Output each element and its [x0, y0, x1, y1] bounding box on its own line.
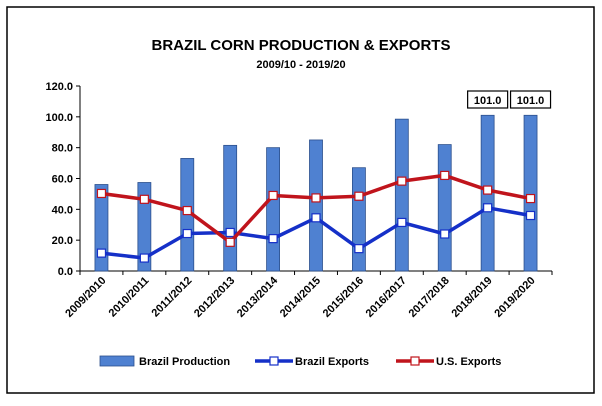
legend-swatch-production: [99, 355, 135, 367]
y-tick-label: 20.0: [52, 235, 73, 247]
data-point: [96, 248, 107, 258]
data-point: [397, 217, 407, 228]
bar: [137, 182, 152, 272]
bar: [437, 144, 452, 272]
data-point: [225, 227, 235, 238]
chart-subtitle: 2009/10 - 2019/20: [256, 59, 345, 71]
data-point: [182, 228, 192, 239]
data-point: [440, 229, 450, 239]
y-tick-label: 40.0: [52, 204, 73, 216]
y-tick-label: 60.0: [52, 174, 73, 186]
legend-label: U.S. Exports: [436, 356, 501, 368]
data-point: [311, 193, 321, 203]
data-point: [139, 194, 149, 204]
y-tick-label: 0.0: [58, 266, 73, 278]
y-tick-label: 120.0: [45, 81, 73, 93]
data-point: [268, 190, 278, 201]
bar: [223, 144, 238, 272]
legend: Brazil Production Brazil Exports U.S. Expo…: [99, 355, 501, 368]
y-tick-label: 100.0: [45, 112, 73, 124]
data-point: [397, 176, 407, 186]
data-point: [354, 191, 364, 201]
data-point: [354, 244, 364, 254]
bar: [309, 139, 323, 272]
data-point: [525, 210, 536, 221]
legend-label: Brazil Exports: [295, 356, 369, 368]
data-point: [139, 253, 149, 263]
legend-marker: [269, 356, 279, 366]
y-tick-label: 80.0: [52, 143, 73, 155]
legend-marker: [410, 356, 420, 366]
bar: [523, 114, 538, 272]
bar: [352, 167, 366, 272]
annotation-label: 101.0: [517, 95, 545, 107]
data-point: [440, 170, 450, 181]
data-point: [311, 213, 321, 223]
axes: 0.0 20.0 40.0 60.0 80.0 100.0 120.0: [45, 81, 553, 278]
annotations: 101.0 101.0: [467, 90, 552, 109]
data-point: [525, 193, 536, 204]
data-point: [268, 234, 278, 244]
bar: [394, 118, 409, 272]
bar: [266, 147, 280, 272]
data-point: [96, 188, 107, 199]
annotation-box: [509, 90, 552, 109]
annotation-box: [467, 90, 509, 109]
data-point: [182, 205, 192, 216]
annotation-label: 101.0: [474, 95, 502, 107]
data-point: [225, 237, 235, 247]
legend-label: Brazil Production: [139, 356, 230, 368]
chart-title: BRAZIL CORN PRODUCTION & EXPORTS: [152, 37, 451, 54]
line-series: [96, 170, 536, 263]
data-point: [483, 203, 493, 213]
data-point: [483, 185, 493, 195]
